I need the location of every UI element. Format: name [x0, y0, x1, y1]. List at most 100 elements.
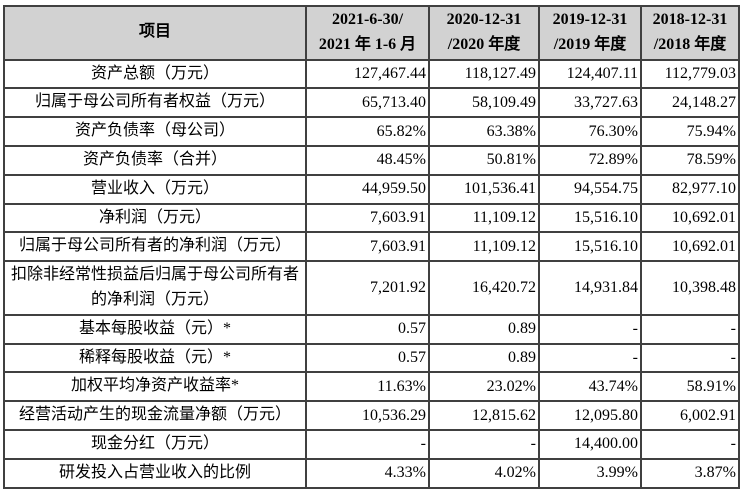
row-value: -: [538, 342, 642, 374]
row-value: 58.91%: [640, 371, 740, 403]
row-value: 15,516.10: [538, 202, 642, 234]
table-row: 归属于母公司所有者权益（万元） 65,713.40 58,109.49 33,727.…: [3, 87, 740, 119]
row-value: 33,727.63: [538, 87, 642, 119]
row-value: -: [428, 428, 540, 460]
row-value: 11,109.12: [428, 202, 540, 234]
row-label: 归属于母公司所有者的净利润（万元）: [3, 231, 307, 263]
row-value: -: [640, 342, 740, 374]
header-period-cell: 2020-12-31/2020 年度: [428, 5, 540, 61]
header-period-line2: /2018 年度: [653, 35, 727, 53]
header-period-line1: 2020-12-31: [446, 11, 522, 28]
row-value: 7,603.91: [305, 231, 430, 263]
row-label: 净利润（万元）: [3, 202, 307, 234]
header-period-line1: 2019-12-31: [552, 11, 628, 28]
row-value: -: [640, 313, 740, 345]
row-value: 82,977.10: [640, 173, 740, 205]
row-value: 127,467.44: [305, 58, 430, 90]
row-value: 24,148.27: [640, 87, 740, 119]
row-label: 基本每股收益（元）*: [3, 313, 307, 345]
table-row: 资产负债率（母公司） 65.82% 63.38% 76.30% 75.94%: [3, 116, 740, 147]
row-value: 14,400.00: [538, 428, 642, 460]
row-value: 76.30%: [538, 116, 642, 147]
row-value: 94,554.75: [538, 173, 642, 205]
row-label: 资产负债率（母公司）: [3, 116, 307, 147]
row-value: 4.33%: [305, 457, 430, 489]
table-row: 基本每股收益（元）* 0.57 0.89- -: [3, 313, 740, 345]
table-row: 资产负债率（合并） 48.45% 50.81% 72.89% 78.59%: [3, 144, 740, 176]
row-value: -: [538, 313, 642, 345]
row-value: 44,959.50: [305, 173, 430, 205]
row-value: 7,603.91: [305, 202, 430, 234]
table-row: 加权平均净资产收益率* 11.63% 23.02% 43.74% 58.91%: [3, 371, 740, 403]
row-value: 6,002.91: [640, 400, 740, 431]
row-label: 资产总额（万元）: [3, 58, 307, 90]
row-value: 12,815.62: [428, 400, 540, 431]
row-value: 58,109.49: [428, 87, 540, 119]
row-label: 扣除非经常性损益后归属于母公司所有者的净利润（万元）: [3, 260, 307, 316]
row-label: 归属于母公司所有者权益（万元）: [3, 87, 307, 119]
header-period-line2: /2019 年度: [553, 35, 627, 53]
row-value: 3.87%: [640, 457, 740, 489]
row-value: 63.38%: [428, 116, 540, 147]
table-row: 净利润（万元） 7,603.91 11,109.12 15,516.10 10,692.…: [3, 202, 740, 234]
table-row: 研发投入占营业收入的比例 4.33% 4.02% 3.99% 3.87%: [3, 457, 740, 489]
row-label: 稀释每股收益（元）*: [3, 342, 307, 374]
header-period-line2: 2021 年 1-6 月: [318, 35, 417, 53]
row-value: 10,536.29: [305, 400, 430, 431]
table-row: 扣除非经常性损益后归属于母公司所有者的净利润（万元） 7,201.92 16,420…: [3, 260, 740, 316]
row-value: 65,713.40: [305, 87, 430, 119]
row-label: 经营活动产生的现金流量净额（万元）: [3, 400, 307, 431]
row-value: 0.57: [305, 313, 430, 345]
row-value: 10,692.01: [640, 231, 740, 263]
row-value: 0.89: [428, 313, 540, 345]
row-value: 10,398.48: [640, 260, 740, 316]
row-value: 65.82%: [305, 116, 430, 147]
row-value: 75.94%: [640, 116, 740, 147]
header-period-cell: 2018-12-31/2018 年度: [640, 5, 740, 61]
row-label: 现金分红（万元）: [3, 428, 307, 460]
row-value: 112,779.03: [640, 58, 740, 90]
row-value: 3.99%: [538, 457, 642, 489]
header-period-cell: 2021-6-30/2021 年 1-6 月: [305, 5, 430, 61]
row-value: -: [640, 428, 740, 460]
row-label: 研发投入占营业收入的比例: [3, 457, 307, 489]
row-value: 10,692.01: [640, 202, 740, 234]
financial-summary-table: 项目 2021-6-30/2021 年 1-6 月 2020-12-31/2020…: [3, 5, 740, 489]
table-row: 营业收入（万元） 44,959.50 101,536.41 94,554.75 82,9…: [3, 173, 740, 205]
row-value: 0.89: [428, 342, 540, 374]
row-value: 48.45%: [305, 144, 430, 176]
row-label: 营业收入（万元）: [3, 173, 307, 205]
table-row: 经营活动产生的现金流量净额（万元） 10,536.29 12,815.62 12,09…: [3, 400, 740, 431]
row-value: 23.02%: [428, 371, 540, 403]
row-value: 11.63%: [305, 371, 430, 403]
row-value: 72.89%: [538, 144, 642, 176]
row-value: 4.02%: [428, 457, 540, 489]
row-value: 118,127.49: [428, 58, 540, 90]
table-row: 稀释每股收益（元）* 0.57 0.89- -: [3, 342, 740, 374]
table-row: 资产总额（万元） 127,467.44 118,127.49 124,407.11 11…: [3, 58, 740, 90]
header-period-cell: 2019-12-31/2019 年度: [538, 5, 642, 61]
header-item-cell: 项目: [3, 5, 307, 61]
table-row: 归属于母公司所有者的净利润（万元） 7,603.91 11,109.12 15,516…: [3, 231, 740, 263]
row-value: 14,931.84: [538, 260, 642, 316]
row-value: 78.59%: [640, 144, 740, 176]
row-value: 43.74%: [538, 371, 642, 403]
row-value: 11,109.12: [428, 231, 540, 263]
row-value: 50.81%: [428, 144, 540, 176]
row-value: 101,536.41: [428, 173, 540, 205]
header-period-line1: 2021-6-30/: [331, 11, 404, 28]
row-value: -: [305, 428, 430, 460]
table-row: 现金分红（万元） - -14,400.00-: [3, 428, 740, 460]
header-period-line2: /2020 年度: [447, 35, 521, 53]
header-row: 项目 2021-6-30/2021 年 1-6 月 2020-12-31/2020…: [3, 5, 740, 61]
row-label: 资产负债率（合并）: [3, 144, 307, 176]
row-value: 0.57: [305, 342, 430, 374]
row-value: 15,516.10: [538, 231, 642, 263]
row-value: 16,420.72: [428, 260, 540, 316]
row-label: 加权平均净资产收益率*: [3, 371, 307, 403]
row-value: 12,095.80: [538, 400, 642, 431]
row-value: 124,407.11: [538, 58, 642, 90]
row-value: 7,201.92: [305, 260, 430, 316]
header-period-line1: 2018-12-31: [652, 11, 728, 28]
